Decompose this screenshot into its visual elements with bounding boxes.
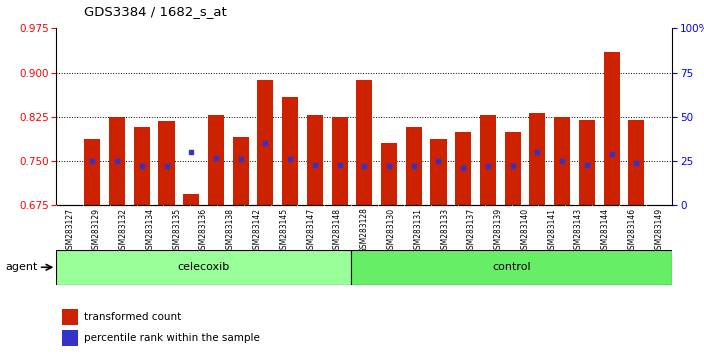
Bar [134, 127, 150, 205]
Bar [356, 80, 372, 205]
Text: celecoxib: celecoxib [177, 262, 230, 272]
Text: percentile rank within the sample: percentile rank within the sample [84, 333, 260, 343]
Bar [529, 113, 546, 205]
Text: GSM283128: GSM283128 [360, 207, 369, 253]
Bar [554, 117, 570, 205]
Text: GSM283139: GSM283139 [494, 207, 503, 254]
Bar [56, 250, 351, 285]
Bar [351, 250, 672, 285]
Bar [109, 117, 125, 205]
Bar [381, 143, 397, 205]
Bar [232, 137, 249, 205]
Text: agent: agent [6, 262, 38, 272]
Bar [84, 139, 101, 205]
Text: GSM283145: GSM283145 [279, 207, 289, 254]
Text: GSM283146: GSM283146 [628, 207, 636, 254]
Bar [505, 132, 521, 205]
Bar [603, 52, 620, 205]
Text: GSM283132: GSM283132 [119, 207, 128, 253]
Text: control: control [492, 262, 531, 272]
Bar [158, 121, 175, 205]
Text: GSM283137: GSM283137 [467, 207, 476, 254]
Bar [406, 127, 422, 205]
Text: GSM283135: GSM283135 [172, 207, 182, 254]
Text: GSM283149: GSM283149 [655, 207, 663, 254]
Bar [63, 309, 78, 325]
Bar [307, 115, 323, 205]
Text: transformed count: transformed count [84, 312, 182, 322]
Bar [63, 330, 78, 346]
Text: GSM283143: GSM283143 [574, 207, 583, 254]
Text: GSM283144: GSM283144 [601, 207, 610, 254]
Text: GSM283134: GSM283134 [146, 207, 155, 254]
Bar [480, 115, 496, 205]
Bar [183, 194, 199, 205]
Text: GDS3384 / 1682_s_at: GDS3384 / 1682_s_at [84, 5, 227, 18]
Text: GSM283136: GSM283136 [199, 207, 208, 254]
Text: GSM283129: GSM283129 [92, 207, 101, 253]
Text: GSM283131: GSM283131 [413, 207, 422, 253]
Bar [455, 132, 471, 205]
Text: GSM283133: GSM283133 [440, 207, 449, 254]
Text: GSM283140: GSM283140 [520, 207, 529, 254]
Bar [332, 117, 348, 205]
Text: GSM283142: GSM283142 [253, 207, 262, 253]
Bar [282, 97, 298, 205]
Text: GSM283138: GSM283138 [226, 207, 235, 253]
Text: GSM283148: GSM283148 [333, 207, 342, 253]
Bar [258, 80, 273, 205]
Text: GSM283130: GSM283130 [386, 207, 396, 254]
Bar [628, 120, 644, 205]
Bar [579, 120, 595, 205]
Text: GSM283147: GSM283147 [306, 207, 315, 254]
Text: GSM283127: GSM283127 [65, 207, 74, 253]
Bar [208, 115, 224, 205]
Text: GSM283141: GSM283141 [547, 207, 556, 253]
Bar [430, 139, 446, 205]
